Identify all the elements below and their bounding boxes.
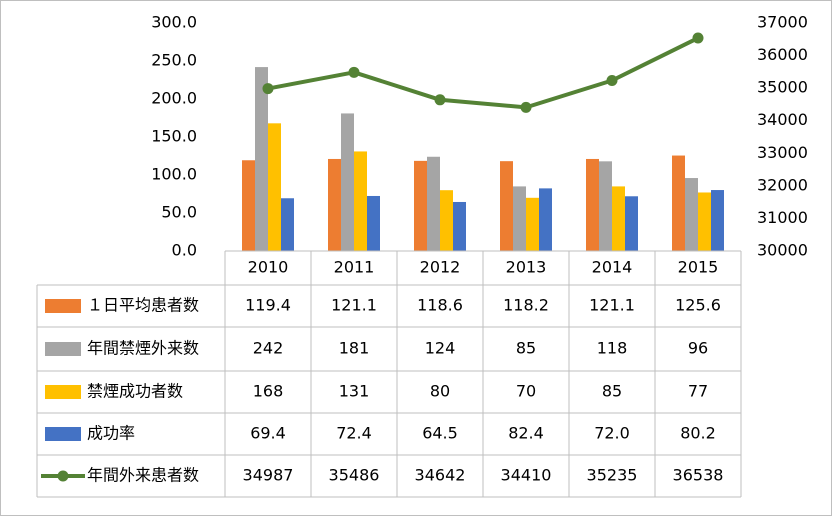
bar — [539, 188, 552, 251]
legend-label: 成功率 — [87, 424, 135, 443]
data-label: 80.2 — [680, 424, 716, 443]
bar — [453, 201, 466, 251]
x-tick-label: 2015 — [678, 258, 719, 277]
y-right-tick-label: 30000 — [757, 241, 808, 260]
data-label: 131 — [339, 382, 370, 401]
bar — [367, 195, 380, 251]
y-left-tick-label: 150.0 — [151, 127, 197, 146]
line-point — [692, 32, 704, 44]
data-label: 96 — [688, 339, 708, 358]
y-right-tick-label: 31000 — [757, 208, 808, 227]
data-label: 72.0 — [594, 424, 630, 443]
bar — [255, 67, 268, 251]
legend-label: 年間禁煙外来数 — [87, 339, 199, 358]
data-label: 85 — [516, 339, 536, 358]
legend-label: １日平均患者数 — [87, 296, 199, 315]
data-label: 64.5 — [422, 424, 458, 443]
bar — [268, 123, 281, 251]
data-label: 77 — [688, 382, 708, 401]
bar — [328, 158, 341, 251]
data-label: 124 — [425, 339, 456, 358]
y-right-tick-label: 34000 — [757, 110, 808, 129]
line-point — [606, 74, 618, 86]
data-label: 34642 — [415, 466, 466, 485]
data-label: 36538 — [673, 466, 724, 485]
bar — [586, 158, 599, 251]
y-right-tick-label: 36000 — [757, 45, 808, 64]
bar — [242, 160, 255, 251]
data-table: 2010 2011 2012 2013 2014 2015 １日平均患者数 119.4 121.… — [36, 250, 742, 498]
data-label: 119.4 — [245, 296, 291, 315]
data-label: 121.1 — [589, 296, 635, 315]
y-left-tick-label: 200.0 — [151, 89, 197, 108]
line-point — [434, 94, 446, 106]
legend-key — [45, 385, 81, 399]
bar — [513, 186, 526, 251]
bar — [281, 198, 294, 251]
data-label: 69.4 — [250, 424, 286, 443]
bar — [672, 155, 685, 251]
bar — [685, 178, 698, 251]
x-tick-label: 2014 — [592, 258, 633, 277]
plot-area: 0.0 50.0 100.0 150.0 200.0 250.0 300.0 30000 310… — [151, 13, 808, 260]
data-label: 121.1 — [331, 296, 377, 315]
bar — [341, 113, 354, 251]
bar — [440, 190, 453, 251]
bar — [711, 190, 724, 251]
data-label: 82.4 — [508, 424, 544, 443]
line-point — [262, 83, 274, 95]
y-left-tick-label: 50.0 — [161, 203, 197, 222]
data-label: 35235 — [587, 466, 638, 485]
bar — [354, 151, 367, 251]
legend-key-marker — [57, 470, 69, 482]
data-label: 181 — [339, 339, 370, 358]
x-tick-label: 2013 — [506, 258, 547, 277]
data-label: 118.2 — [503, 296, 549, 315]
y-right-tick-label: 35000 — [757, 78, 808, 97]
data-label: 34410 — [501, 466, 552, 485]
x-tick-label: 2011 — [334, 258, 375, 277]
data-label: 70 — [516, 382, 536, 401]
x-tick-label: 2010 — [248, 258, 289, 277]
line-point — [348, 66, 360, 78]
data-label: 80 — [430, 382, 450, 401]
legend-label: 禁煙成功者数 — [87, 382, 183, 401]
y-left-tick-label: 100.0 — [151, 165, 197, 184]
data-label: 34987 — [243, 466, 294, 485]
y-left-tick-label: 250.0 — [151, 51, 197, 70]
bar — [612, 186, 625, 251]
bar — [599, 161, 612, 251]
x-tick-label: 2012 — [420, 258, 461, 277]
line-point — [520, 101, 532, 113]
y-left-tick-label: 300.0 — [151, 13, 197, 32]
y-right-tick-label: 32000 — [757, 175, 808, 194]
data-label: 85 — [602, 382, 622, 401]
bar — [625, 196, 638, 251]
data-label: 125.6 — [675, 296, 721, 315]
y-left-tick-label: 0.0 — [172, 241, 197, 260]
data-label: 242 — [253, 339, 284, 358]
bar — [526, 197, 539, 251]
data-label: 168 — [253, 382, 284, 401]
legend-key — [45, 342, 81, 356]
y-right-tick-label: 37000 — [757, 13, 808, 32]
data-label: 35486 — [329, 466, 380, 485]
series-line — [267, 36, 699, 110]
y-right-tick-label: 33000 — [757, 143, 808, 162]
legend-key — [45, 299, 81, 313]
bar — [414, 160, 427, 251]
legend-key — [45, 427, 81, 441]
bar — [427, 156, 440, 251]
data-label: 118 — [597, 339, 628, 358]
data-label: 72.4 — [336, 424, 372, 443]
bar — [500, 161, 513, 251]
data-label: 118.6 — [417, 296, 463, 315]
bar — [698, 192, 711, 251]
legend-label: 年間外来患者数 — [87, 466, 199, 485]
